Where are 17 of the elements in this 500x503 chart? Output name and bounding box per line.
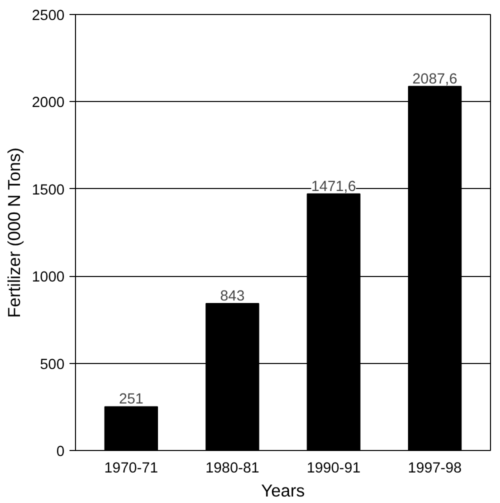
y-tick-label: 0 (56, 444, 65, 460)
x-tick-label: 1980-81 (205, 460, 260, 476)
data-label: 2087,6 (412, 71, 458, 88)
x-axis-title: Years (261, 480, 306, 500)
y-tick-label: 2500 (32, 8, 65, 24)
y-tick-label: 500 (40, 356, 65, 373)
data-label: 251 (118, 392, 144, 408)
data-label: 1471,6 (311, 178, 356, 195)
x-tick-label: 1990-91 (306, 460, 361, 476)
y-tick-label: 1000 (32, 270, 65, 286)
x-tick-label: 1970-71 (104, 460, 158, 476)
y-axis-title: Fertilizer (000 N Tons) (4, 148, 24, 318)
data-label: 843 (220, 288, 245, 304)
y-tick-label: 2000 (32, 95, 65, 112)
x-tick-label: 1997-98 (408, 460, 462, 476)
y-tick-label: 1500 (32, 182, 65, 198)
bar (104, 406, 158, 450)
